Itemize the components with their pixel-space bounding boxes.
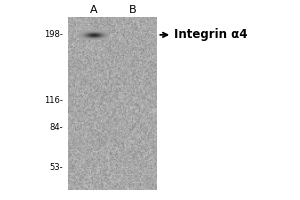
Text: 198-: 198- [44, 30, 63, 39]
Text: 116-: 116- [44, 96, 63, 105]
Text: A: A [90, 5, 98, 15]
Text: B: B [128, 5, 136, 15]
Text: 53-: 53- [50, 163, 63, 172]
Text: Integrin α4: Integrin α4 [174, 28, 247, 41]
Text: 84-: 84- [50, 123, 63, 132]
